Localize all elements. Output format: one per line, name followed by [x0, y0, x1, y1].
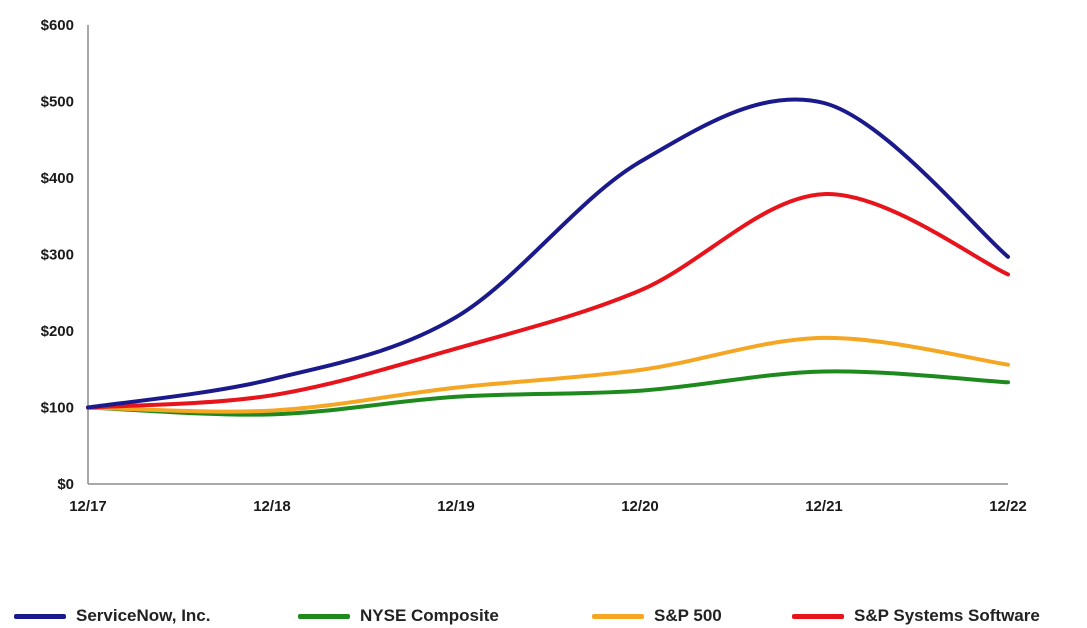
legend-swatch: [792, 613, 844, 619]
legend-swatch: [14, 613, 66, 619]
legend-item-nyse-composite: NYSE Composite: [298, 604, 499, 628]
chart-legend: ServiceNow, Inc. NYSE Composite S&P 500 S&P…: [0, 604, 1087, 628]
legend-label: NYSE Composite: [360, 606, 499, 625]
series-line-s-p-systems-software: [86, 192, 1010, 410]
y-tick-label: $400: [41, 170, 74, 187]
y-tick-label: $300: [41, 247, 74, 264]
legend-swatch: [592, 613, 644, 619]
legend-label: S&P Systems Software: [854, 606, 1040, 625]
y-tick-label: $100: [41, 400, 74, 417]
legend-item-s-p-500: S&P 500: [592, 604, 722, 628]
x-tick-label: 12/17: [69, 498, 107, 515]
y-tick-label: $600: [41, 17, 74, 34]
series-line-servicenow-inc: [86, 97, 1010, 410]
x-tick-label: 12/21: [805, 498, 843, 515]
legend-label: ServiceNow, Inc.: [76, 606, 211, 625]
series-line-nyse-composite: [86, 369, 1010, 417]
x-tick-label: 12/18: [253, 498, 291, 515]
y-tick-label: $500: [41, 94, 74, 111]
legend-swatch: [298, 613, 350, 619]
legend-item-servicenow-inc: ServiceNow, Inc.: [14, 604, 210, 628]
series-line-s-p-500: [86, 335, 1010, 414]
series-lines: [86, 97, 1010, 417]
legend-item-s-p-systems-software: S&P Systems Software: [792, 604, 1040, 628]
legend-label: S&P 500: [654, 606, 722, 625]
x-tick-label: 12/20: [621, 498, 659, 515]
x-tick-label: 12/22: [989, 498, 1027, 515]
y-axis-tick-labels: $0 $100 $200 $300 $400 $500 $600: [41, 17, 74, 493]
y-tick-label: $200: [41, 323, 74, 340]
x-tick-label: 12/19: [437, 498, 475, 515]
x-axis-tick-labels: 12/17 12/18 12/19 12/20 12/21 12/22: [69, 498, 1027, 515]
y-tick-label: $0: [57, 476, 74, 493]
